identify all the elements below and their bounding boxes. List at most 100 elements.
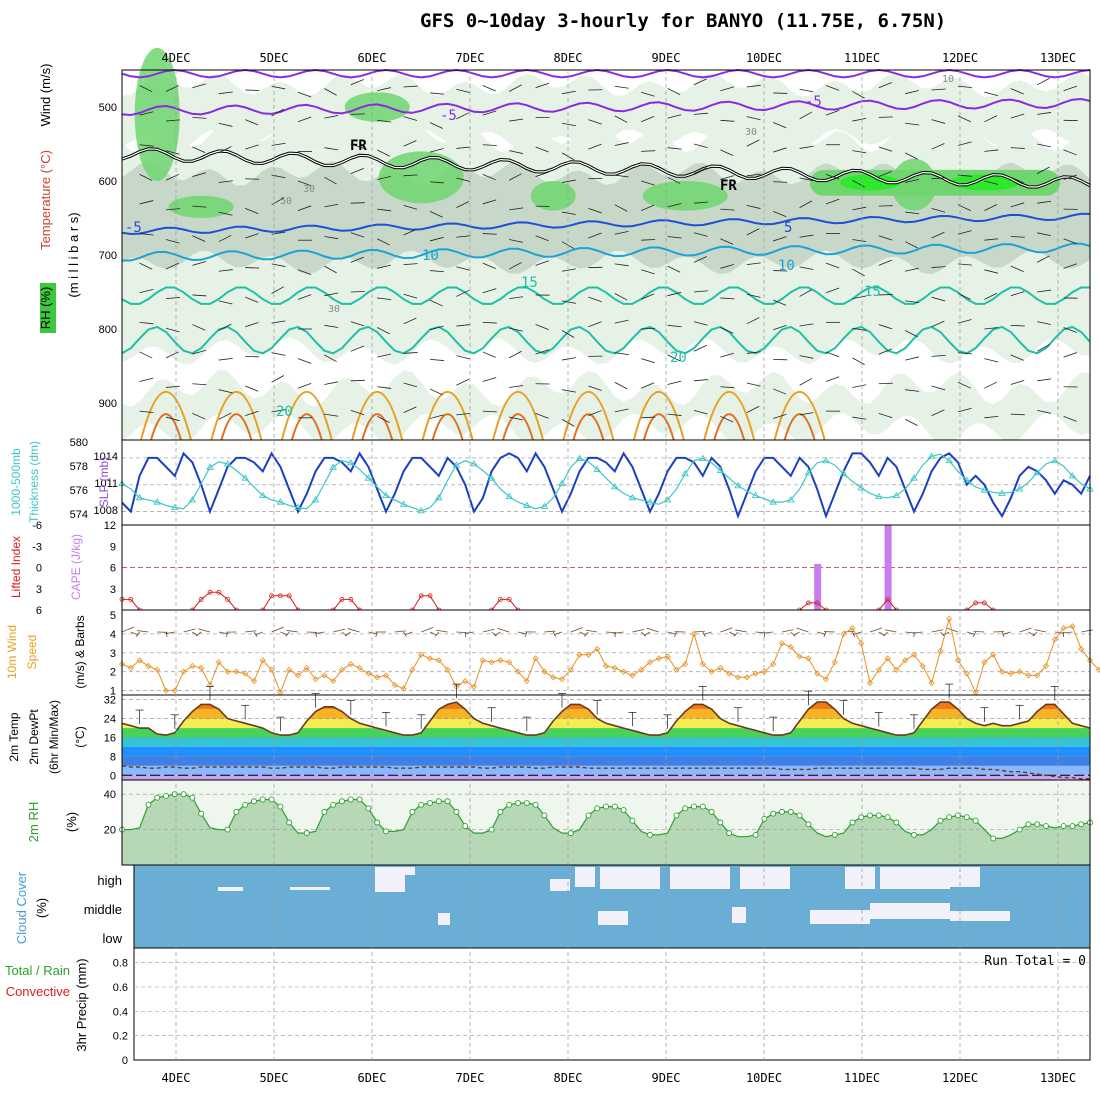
wind-barb bbox=[667, 176, 681, 184]
wind-barb bbox=[192, 324, 206, 331]
wind-barb-10m bbox=[344, 631, 352, 637]
thickness-point bbox=[681, 469, 689, 477]
wind-barb bbox=[165, 239, 180, 244]
wind-barb bbox=[535, 349, 549, 355]
wind-barb bbox=[218, 146, 232, 154]
wind-barb bbox=[561, 211, 576, 215]
wind-barb bbox=[429, 122, 443, 129]
wind-barb bbox=[509, 327, 523, 332]
wind-barb bbox=[192, 205, 207, 208]
wind-barb-10m bbox=[966, 631, 975, 635]
temp-band bbox=[122, 765, 1090, 776]
rh-tick: 40 bbox=[104, 789, 116, 801]
rh-point bbox=[453, 808, 460, 815]
wind-barb bbox=[667, 265, 681, 273]
wind-barb bbox=[139, 85, 153, 93]
wind-speed-point bbox=[374, 674, 381, 681]
date-label-top: 9DEC bbox=[652, 51, 681, 65]
wind-barb bbox=[693, 256, 707, 263]
wind-speed-point bbox=[550, 674, 557, 681]
wind-barb bbox=[878, 82, 892, 89]
wind-barb-10m bbox=[482, 628, 495, 633]
wind-barb bbox=[667, 147, 682, 150]
rh-point bbox=[462, 823, 469, 829]
wind-barb bbox=[614, 174, 629, 178]
date-label-top: 4DEC bbox=[162, 51, 191, 65]
lifted-index-point bbox=[286, 593, 292, 599]
date-label-bottom: 12DEC bbox=[942, 1071, 978, 1085]
rh-point bbox=[541, 812, 548, 819]
rh-point bbox=[594, 805, 601, 812]
wind-barb bbox=[561, 300, 576, 304]
wind-barb bbox=[535, 171, 549, 177]
wind-barb bbox=[957, 115, 971, 123]
wind-barb bbox=[403, 293, 418, 299]
wind-barb bbox=[429, 92, 444, 95]
wind-barb bbox=[482, 262, 496, 269]
wind-barb bbox=[271, 409, 286, 413]
wind-barb bbox=[403, 263, 418, 266]
wind-barb bbox=[641, 150, 656, 152]
panel-ylabel: Thickness (dm) bbox=[27, 441, 41, 523]
wind-barb bbox=[456, 355, 471, 360]
contour-label: 20 bbox=[276, 404, 293, 420]
wind-barb bbox=[905, 178, 919, 183]
pressure-tick: 800 bbox=[99, 324, 117, 336]
pressure-tick: 500 bbox=[99, 102, 117, 114]
panel-ylabel: 10m Wind bbox=[5, 625, 19, 679]
wind-barb-10m bbox=[614, 631, 624, 634]
rh-point bbox=[1043, 823, 1049, 829]
wind-barb bbox=[931, 119, 946, 124]
wind-barb bbox=[852, 206, 867, 211]
wind-barb-10m bbox=[843, 630, 855, 633]
wind-barb bbox=[1037, 232, 1051, 237]
wind-speed-point bbox=[866, 679, 874, 687]
wind-barb bbox=[324, 203, 339, 208]
contour-label: 5 bbox=[784, 220, 792, 236]
wind-barb-10m bbox=[972, 631, 976, 637]
panel-ylabel: (%) bbox=[34, 898, 49, 918]
wind-barb bbox=[693, 290, 708, 293]
wind-barb bbox=[667, 324, 682, 328]
temp-line bbox=[121, 701, 1091, 736]
wind-speed-point bbox=[541, 668, 548, 675]
wind-barb-10m bbox=[793, 631, 800, 636]
wind-barb bbox=[350, 321, 365, 327]
wind-barb bbox=[324, 413, 339, 417]
wind-barb bbox=[931, 296, 946, 302]
contour-plus30 bbox=[220, 413, 253, 441]
lifted-index-line bbox=[122, 598, 140, 611]
cloud-cover-block bbox=[405, 867, 415, 875]
wind-barb bbox=[720, 297, 735, 300]
wind-barb bbox=[905, 241, 918, 249]
thickness-point bbox=[646, 498, 654, 505]
rh-point bbox=[682, 805, 689, 812]
cape-tick: 6 bbox=[110, 563, 116, 575]
wind-speed-point bbox=[215, 659, 222, 666]
cape-tick: 12 bbox=[104, 520, 116, 532]
wind-barb bbox=[773, 388, 787, 395]
wind-barb bbox=[588, 296, 602, 303]
slp-tick: 1008 bbox=[94, 505, 118, 517]
wind-barb bbox=[852, 268, 865, 277]
wind-speed-point bbox=[787, 644, 794, 651]
wind-speed-point bbox=[312, 676, 319, 683]
wind-barb bbox=[1010, 202, 1025, 208]
thickness-point bbox=[294, 503, 302, 511]
wind-barb bbox=[667, 413, 682, 416]
wind-barb bbox=[667, 380, 682, 385]
wind-barb bbox=[535, 324, 549, 330]
contour-plus30 bbox=[572, 413, 605, 441]
wind-barb bbox=[218, 357, 233, 361]
wind-barb-10m bbox=[973, 630, 985, 633]
wind-speed-point bbox=[180, 668, 187, 675]
wind-barb bbox=[192, 116, 207, 119]
wind-speed-point bbox=[682, 661, 689, 668]
wind-barb bbox=[799, 88, 814, 93]
wind-barb-10m bbox=[121, 626, 135, 633]
contour-label: FR bbox=[350, 138, 367, 154]
wind-barb bbox=[984, 180, 999, 185]
wind-barb bbox=[429, 236, 444, 242]
wind-barb-10m bbox=[585, 629, 598, 633]
wind-barb-10m bbox=[165, 631, 175, 635]
